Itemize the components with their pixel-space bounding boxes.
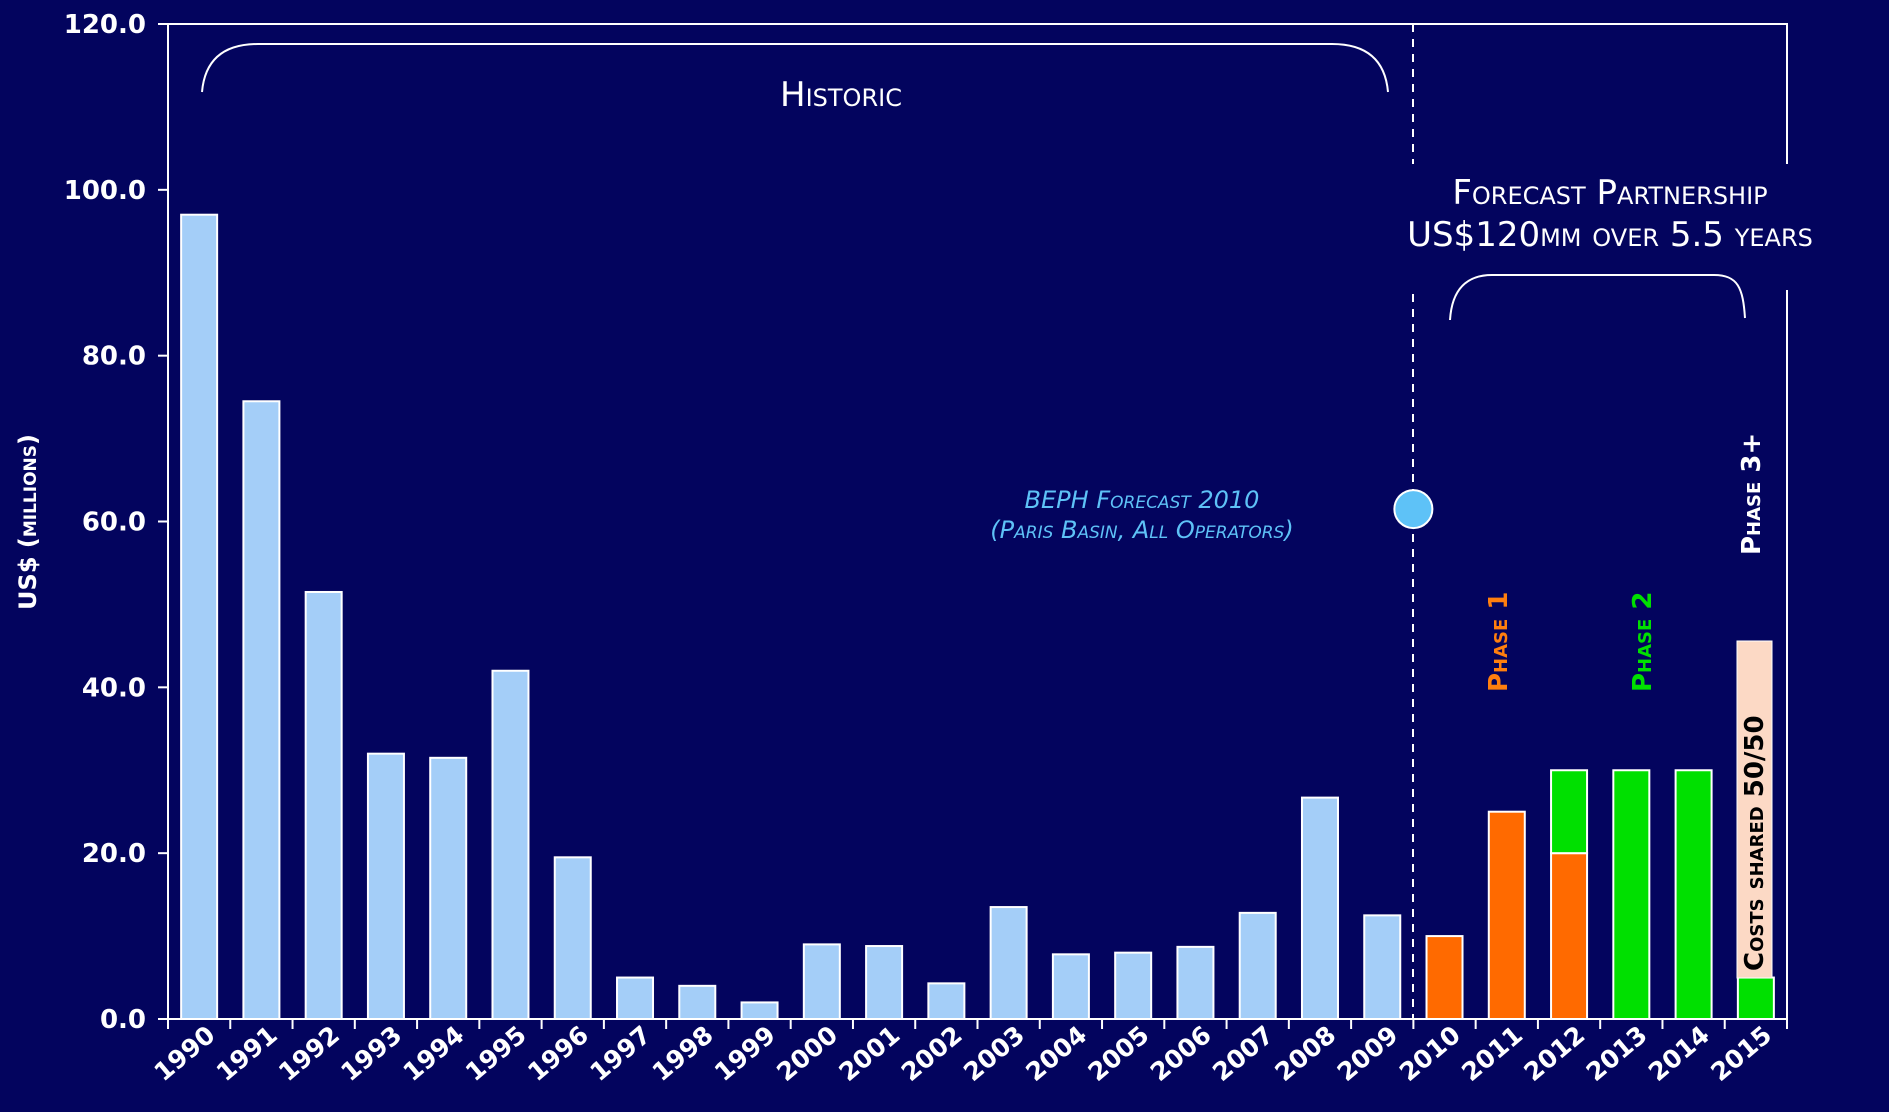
marker-label-line2: (Paris Basin, All Operators) <box>990 516 1293 544</box>
x-tick-label: 1992 <box>273 1020 345 1087</box>
bar-1999 <box>740 1001 779 1021</box>
y-tick-label: 20.0 <box>82 839 146 869</box>
bar-2009 <box>1363 914 1402 1021</box>
y-tick-label: 0.0 <box>100 1005 146 1035</box>
historic-label: Historic <box>780 75 902 115</box>
bar-1991 <box>242 400 281 1021</box>
bar-1995 <box>491 669 530 1020</box>
costs-shared-label: Costs shared 50/50 <box>1740 715 1770 971</box>
bar-2010 <box>1425 935 1464 1020</box>
bar-1990 <box>180 213 219 1021</box>
phase3-label: Phase 3+ <box>1737 433 1767 555</box>
x-tick-label: 1998 <box>647 1020 719 1087</box>
costs-shared-box <box>1736 640 1773 979</box>
y-tick-label: 100.0 <box>64 176 146 206</box>
bar-1997 <box>616 976 655 1021</box>
bar-2001 <box>865 945 904 1020</box>
x-tick-label: 1993 <box>335 1020 407 1087</box>
bar-1998 <box>678 984 717 1020</box>
bar-2003 <box>989 906 1028 1020</box>
x-tick-label: 1996 <box>522 1020 594 1087</box>
forecast-title-backdrop <box>1326 164 1889 290</box>
x-tick-label: 2003 <box>958 1020 1030 1087</box>
x-tick-label: 1999 <box>709 1020 781 1087</box>
x-tick-label: 2008 <box>1269 1020 1341 1087</box>
x-tick-label: 2000 <box>771 1020 843 1087</box>
x-tick-label: 1990 <box>149 1020 221 1087</box>
y-tick-label: 60.0 <box>82 508 146 538</box>
bar-2015 <box>1736 976 1775 1021</box>
bar-2000 <box>802 943 841 1020</box>
x-tick-label: 1995 <box>460 1020 532 1087</box>
x-tick-label: 2001 <box>834 1020 906 1087</box>
bar-2012 <box>1550 769 1589 855</box>
bar-1993 <box>366 752 405 1021</box>
x-tick-label: 2004 <box>1020 1020 1092 1087</box>
bar-1996 <box>553 856 592 1020</box>
x-tick-label: 2014 <box>1643 1020 1715 1087</box>
x-tick-label: 2005 <box>1083 1020 1155 1087</box>
y-tick-label: 120.0 <box>64 10 146 40</box>
bar-2012 <box>1550 852 1589 1021</box>
historic-brace <box>201 43 1389 93</box>
x-tick-label: 1997 <box>584 1020 656 1087</box>
x-tick-label: 1991 <box>211 1020 283 1087</box>
bar-2014 <box>1674 769 1713 1020</box>
x-tick-label: 2013 <box>1581 1020 1653 1087</box>
x-tick-label: 2006 <box>1145 1020 1217 1087</box>
phase2-label: Phase 2 <box>1628 592 1658 692</box>
bar-2007 <box>1238 911 1277 1020</box>
y-tick-label: 40.0 <box>82 673 146 703</box>
y-tick-label: 80.0 <box>82 342 146 372</box>
bar-2005 <box>1114 951 1153 1021</box>
bar-2011 <box>1487 810 1526 1020</box>
forecast-title-line2: US$120mm over 5.5 years <box>1407 215 1813 255</box>
forecast-2010-marker <box>1393 489 1434 530</box>
bar-2006 <box>1176 945 1215 1020</box>
marker-label-line1: BEPH Forecast 2010 <box>1025 486 1260 514</box>
x-tick-label: 2011 <box>1456 1020 1528 1087</box>
x-tick-label: 2009 <box>1332 1020 1404 1087</box>
forecast-brace <box>1449 274 1746 321</box>
x-tick-label: 1994 <box>398 1020 470 1087</box>
x-tick-label: 2015 <box>1705 1020 1777 1087</box>
forecast-title-line1: Forecast Partnership <box>1452 173 1767 213</box>
x-tick-label: 2010 <box>1394 1020 1466 1087</box>
bar-2004 <box>1051 953 1090 1021</box>
x-tick-label: 2002 <box>896 1020 968 1087</box>
x-tick-label: 2007 <box>1207 1020 1279 1087</box>
x-tick-label: 2012 <box>1518 1020 1590 1087</box>
bar-1992 <box>304 590 343 1021</box>
bar-2013 <box>1612 769 1651 1020</box>
phase1-label: Phase 1 <box>1484 592 1514 692</box>
y-axis-title: US$ (millions) <box>14 434 42 610</box>
bar-1994 <box>429 756 468 1020</box>
bar-2002 <box>927 982 966 1020</box>
bar-2008 <box>1300 796 1339 1020</box>
